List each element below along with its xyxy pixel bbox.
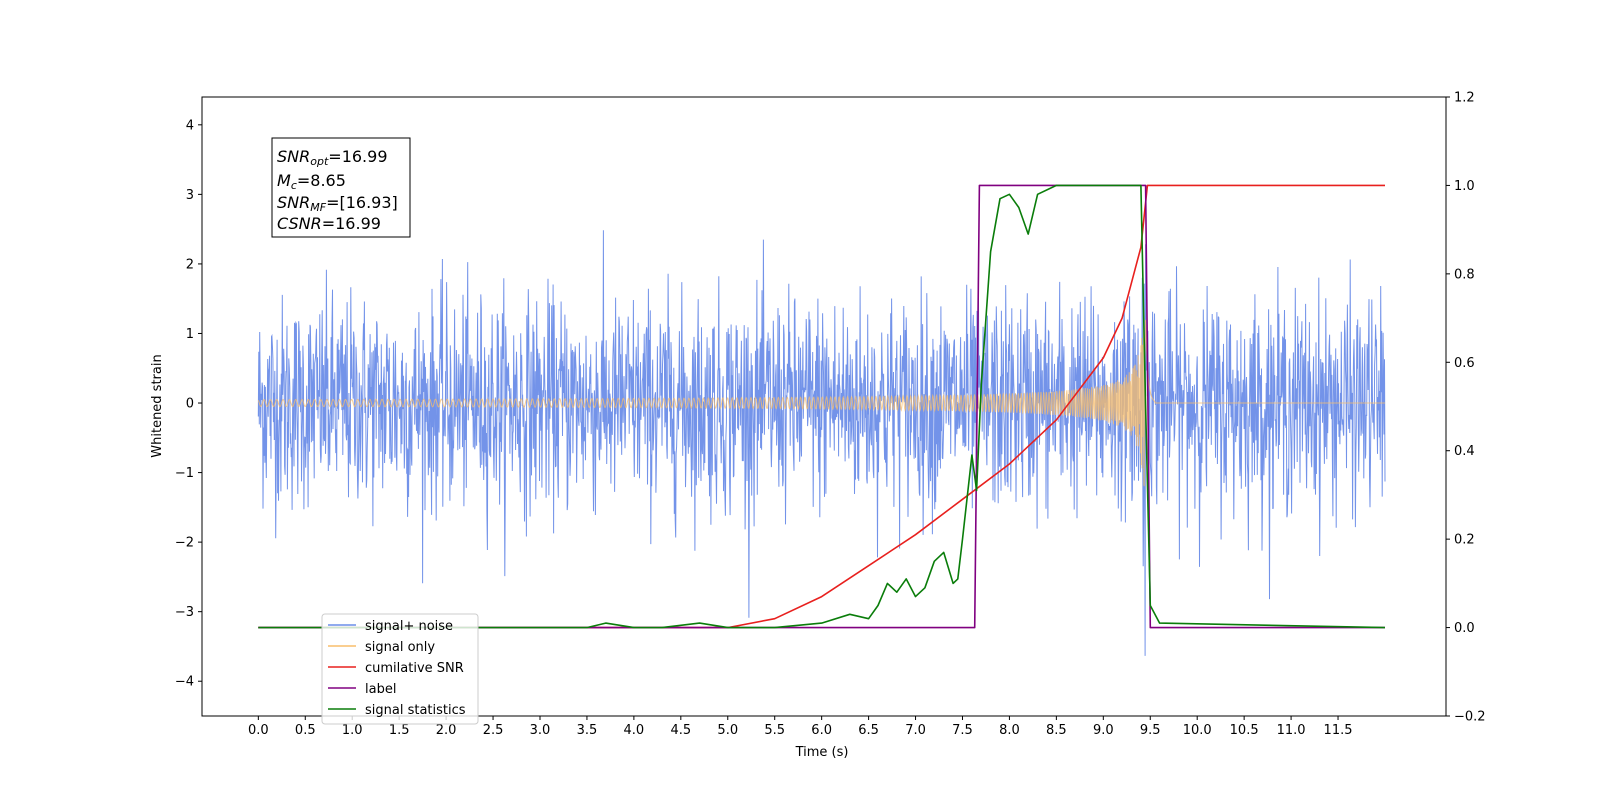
x-tick-label: 6.5 <box>858 723 879 738</box>
y-axis-right: 1.2 1.0 0.8 0.6 0.4 0.2 0.0 −0.2 <box>1446 91 1486 725</box>
x-tick-label: 0.5 <box>295 723 316 738</box>
legend: signal+ noise signal only cumilative SNR… <box>321 613 479 725</box>
y2-tick-label: −0.2 <box>1454 710 1486 725</box>
x-tick-label: 3.5 <box>577 723 598 738</box>
x-tick-label: 5.5 <box>764 723 785 738</box>
annotation-line-snr-opt: SNRopt=16.99 <box>277 147 388 168</box>
x-tick-label: 8.0 <box>999 723 1020 738</box>
y2-tick-label: 0.6 <box>1454 356 1475 371</box>
y-axis-label: Whitened strain <box>150 354 165 457</box>
x-tick-label: 10.5 <box>1230 723 1259 738</box>
x-tick-label: 2.0 <box>436 723 457 738</box>
x-tick-label: 9.5 <box>1140 723 1161 738</box>
y-tick-label: 4 <box>186 118 194 133</box>
x-tick-label: 5.0 <box>717 723 738 738</box>
x-tick-label: 1.5 <box>389 723 410 738</box>
y-tick-label: 0 <box>186 397 194 412</box>
y2-tick-label: 0.4 <box>1454 444 1475 459</box>
x-tick-label: 7.0 <box>905 723 926 738</box>
legend-item-signal-statistics: signal statistics <box>328 703 466 718</box>
y-axis-left: 4 3 2 1 0 −1 −2 −3 −4 <box>175 118 202 690</box>
x-tick-label: 11.0 <box>1277 723 1306 738</box>
y-tick-label: 3 <box>186 188 194 203</box>
y-tick-label: −4 <box>175 675 194 690</box>
annotation-line-mc: Mc=8.65 <box>277 171 346 192</box>
series-signal-statistics-line <box>258 184 1386 629</box>
legend-item-cumilative-snr: cumilative SNR <box>328 661 464 676</box>
y-tick-label: 2 <box>186 257 194 272</box>
legend-item-signal-noise: signal+ noise <box>328 619 453 634</box>
y-tick-label: −3 <box>175 605 194 620</box>
x-tick-label: 7.5 <box>952 723 973 738</box>
x-tick-label: 11.5 <box>1324 723 1353 738</box>
legend-label-label: label <box>365 682 396 697</box>
axes-frame <box>201 96 1447 717</box>
legend-item-label: label <box>328 682 396 697</box>
legend-label-signal-only: signal only <box>365 640 435 655</box>
y2-tick-label: 0.2 <box>1454 533 1475 548</box>
x-tick-label: 8.5 <box>1046 723 1067 738</box>
y-tick-label: −2 <box>175 536 194 551</box>
x-tick-label: 0.0 <box>248 723 269 738</box>
y2-tick-label: 1.0 <box>1454 179 1475 194</box>
plot-area <box>257 184 1386 656</box>
legend-label-signal-statistics: signal statistics <box>365 703 466 718</box>
x-axis: 0.0 0.5 1.0 1.5 2.0 2.5 3.0 3.5 4.0 4.5 5.0 5.5 6.0 6… <box>248 716 1353 738</box>
y2-tick-label: 0.8 <box>1454 267 1475 282</box>
y2-tick-label: 0.0 <box>1454 621 1475 636</box>
x-axis-label: Time (s) <box>795 745 849 760</box>
x-tick-label: 4.5 <box>670 723 691 738</box>
annotation-box: SNRopt=16.99 Mc=8.65 SNRMF=[16.93] CSNR=… <box>271 137 411 238</box>
x-tick-label: 4.0 <box>624 723 645 738</box>
legend-label-cumilative-snr: cumilative SNR <box>365 661 464 676</box>
x-tick-label: 3.0 <box>530 723 551 738</box>
series-signal-only-line <box>257 317 1385 487</box>
x-tick-label: 2.5 <box>483 723 504 738</box>
y-tick-label: −1 <box>175 466 194 481</box>
x-tick-label: 6.0 <box>811 723 832 738</box>
series-cumilative-snr-line <box>258 184 1385 629</box>
y-tick-label: 1 <box>186 327 194 342</box>
annotation-line-csnr: CSNR=16.99 <box>277 214 381 233</box>
annotation-line-snr-mf: SNRMF=[16.93] <box>277 193 398 214</box>
x-tick-label: 1.0 <box>342 723 363 738</box>
y2-tick-label: 1.2 <box>1454 91 1475 106</box>
x-tick-label: 9.0 <box>1093 723 1114 738</box>
legend-label-signal-noise: signal+ noise <box>365 619 453 634</box>
series-signal-noise-line <box>257 230 1386 656</box>
legend-item-signal-only: signal only <box>328 640 435 655</box>
x-tick-label: 10.0 <box>1183 723 1212 738</box>
